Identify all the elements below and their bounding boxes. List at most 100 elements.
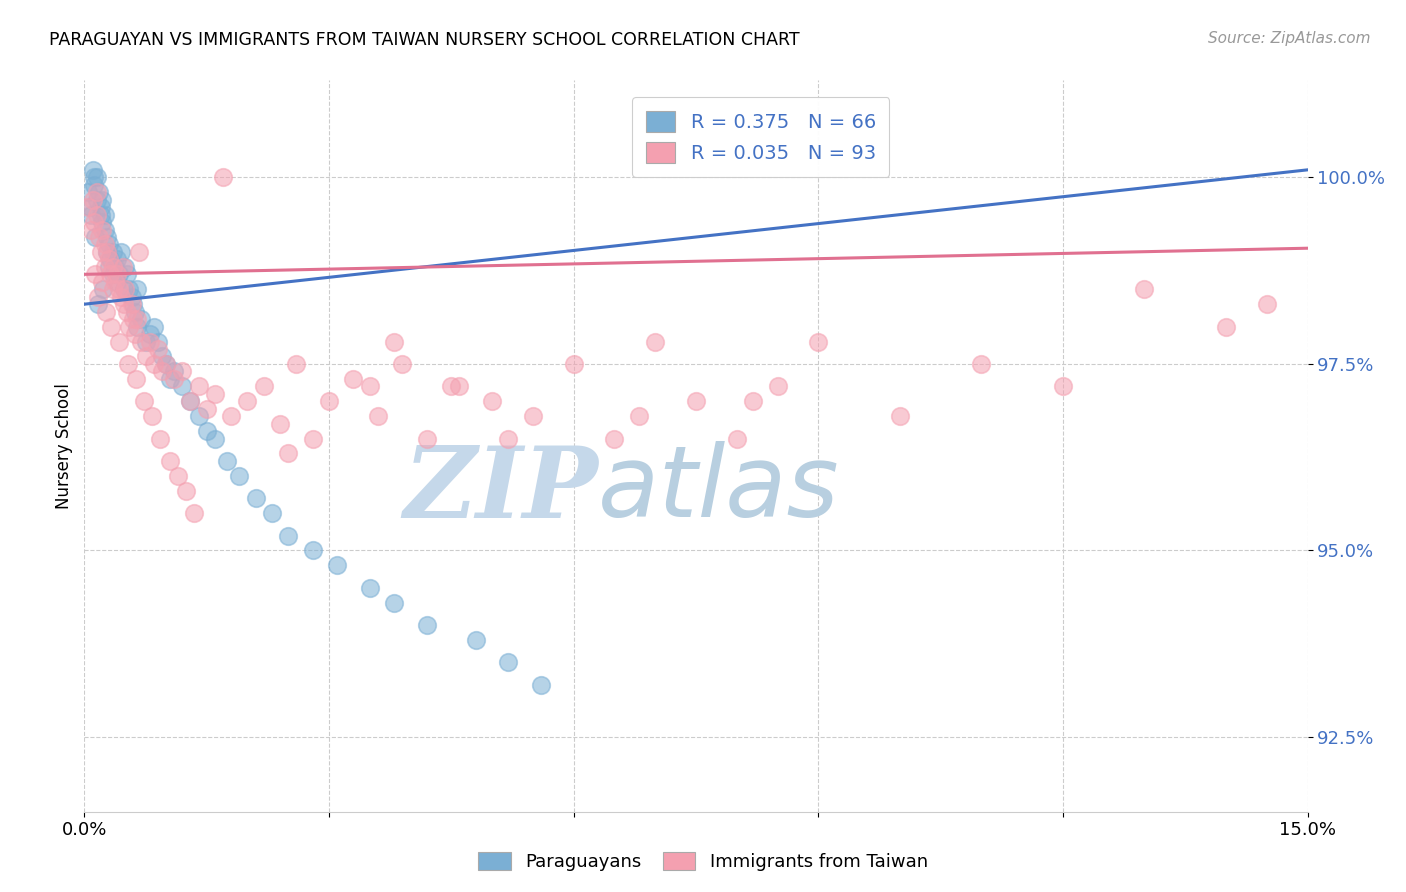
- Point: [105, 268, 128, 282]
- Point: [101, 282, 124, 296]
- Point: [155, 357, 177, 371]
- Point: [96, 304, 118, 318]
- Legend: R = 0.375   N = 66, R = 0.035   N = 93: R = 0.375 N = 66, R = 0.035 N = 93: [633, 97, 890, 177]
- Point: [132, 394, 155, 409]
- Point: [269, 417, 291, 431]
- Point: [159, 372, 181, 386]
- Point: [84, 230, 107, 244]
- Point: [530, 678, 553, 692]
- Point: [87, 186, 110, 200]
- Point: [118, 319, 141, 334]
- Point: [603, 432, 626, 446]
- Point: [91, 193, 114, 207]
- Point: [104, 275, 127, 289]
- Point: [96, 244, 118, 259]
- Text: atlas: atlas: [598, 442, 839, 539]
- Point: [96, 244, 118, 259]
- Point: [91, 215, 114, 229]
- Point: [172, 379, 194, 393]
- Point: [260, 506, 283, 520]
- Point: [121, 297, 143, 311]
- Point: [91, 275, 114, 289]
- Point: [105, 252, 128, 267]
- Point: [179, 394, 201, 409]
- Point: [100, 252, 122, 267]
- Point: [127, 319, 149, 334]
- Point: [217, 454, 239, 468]
- Point: [83, 170, 105, 185]
- Point: [87, 290, 110, 304]
- Point: [481, 394, 503, 409]
- Point: [84, 268, 107, 282]
- Point: [562, 357, 585, 371]
- Point: [124, 326, 146, 341]
- Point: [115, 268, 138, 282]
- Point: [79, 200, 101, 214]
- Point: [100, 319, 122, 334]
- Point: [807, 334, 830, 349]
- Point: [318, 394, 340, 409]
- Point: [118, 282, 141, 296]
- Point: [80, 222, 103, 236]
- Point: [101, 268, 124, 282]
- Point: [77, 186, 100, 200]
- Point: [97, 252, 120, 267]
- Point: [150, 350, 173, 364]
- Point: [359, 581, 381, 595]
- Point: [97, 237, 120, 252]
- Point: [80, 208, 103, 222]
- Point: [124, 304, 146, 318]
- Point: [342, 372, 364, 386]
- Point: [112, 297, 135, 311]
- Point: [131, 312, 153, 326]
- Point: [179, 394, 201, 409]
- Point: [142, 357, 165, 371]
- Point: [121, 290, 143, 304]
- Point: [100, 268, 122, 282]
- Point: [141, 409, 163, 424]
- Point: [146, 334, 169, 349]
- Point: [382, 596, 405, 610]
- Point: [228, 468, 250, 483]
- Point: [107, 282, 129, 296]
- Point: [107, 268, 129, 282]
- Point: [301, 432, 323, 446]
- Point: [110, 290, 132, 304]
- Point: [104, 260, 127, 274]
- Point: [167, 468, 190, 483]
- Point: [90, 208, 112, 222]
- Point: [135, 334, 157, 349]
- Point: [93, 237, 115, 252]
- Point: [93, 222, 115, 236]
- Point: [449, 379, 471, 393]
- Point: [245, 491, 267, 506]
- Point: [127, 282, 149, 296]
- Point: [498, 656, 520, 670]
- Point: [163, 364, 186, 378]
- Point: [83, 215, 105, 229]
- Point: [219, 409, 242, 424]
- Point: [122, 312, 145, 326]
- Point: [87, 297, 110, 311]
- Point: [236, 394, 259, 409]
- Point: [644, 334, 666, 349]
- Point: [627, 409, 650, 424]
- Point: [122, 297, 145, 311]
- Point: [149, 432, 172, 446]
- Point: [889, 409, 911, 424]
- Point: [96, 230, 118, 244]
- Point: [83, 178, 105, 192]
- Text: Source: ZipAtlas.com: Source: ZipAtlas.com: [1208, 31, 1371, 46]
- Point: [326, 558, 349, 573]
- Point: [440, 379, 463, 393]
- Point: [150, 364, 173, 378]
- Point: [155, 357, 177, 371]
- Point: [285, 357, 308, 371]
- Point: [742, 394, 765, 409]
- Point: [101, 260, 124, 274]
- Point: [82, 193, 104, 207]
- Point: [97, 260, 120, 274]
- Point: [725, 432, 748, 446]
- Point: [277, 446, 299, 460]
- Text: PARAGUAYAN VS IMMIGRANTS FROM TAIWAN NURSERY SCHOOL CORRELATION CHART: PARAGUAYAN VS IMMIGRANTS FROM TAIWAN NUR…: [49, 31, 800, 49]
